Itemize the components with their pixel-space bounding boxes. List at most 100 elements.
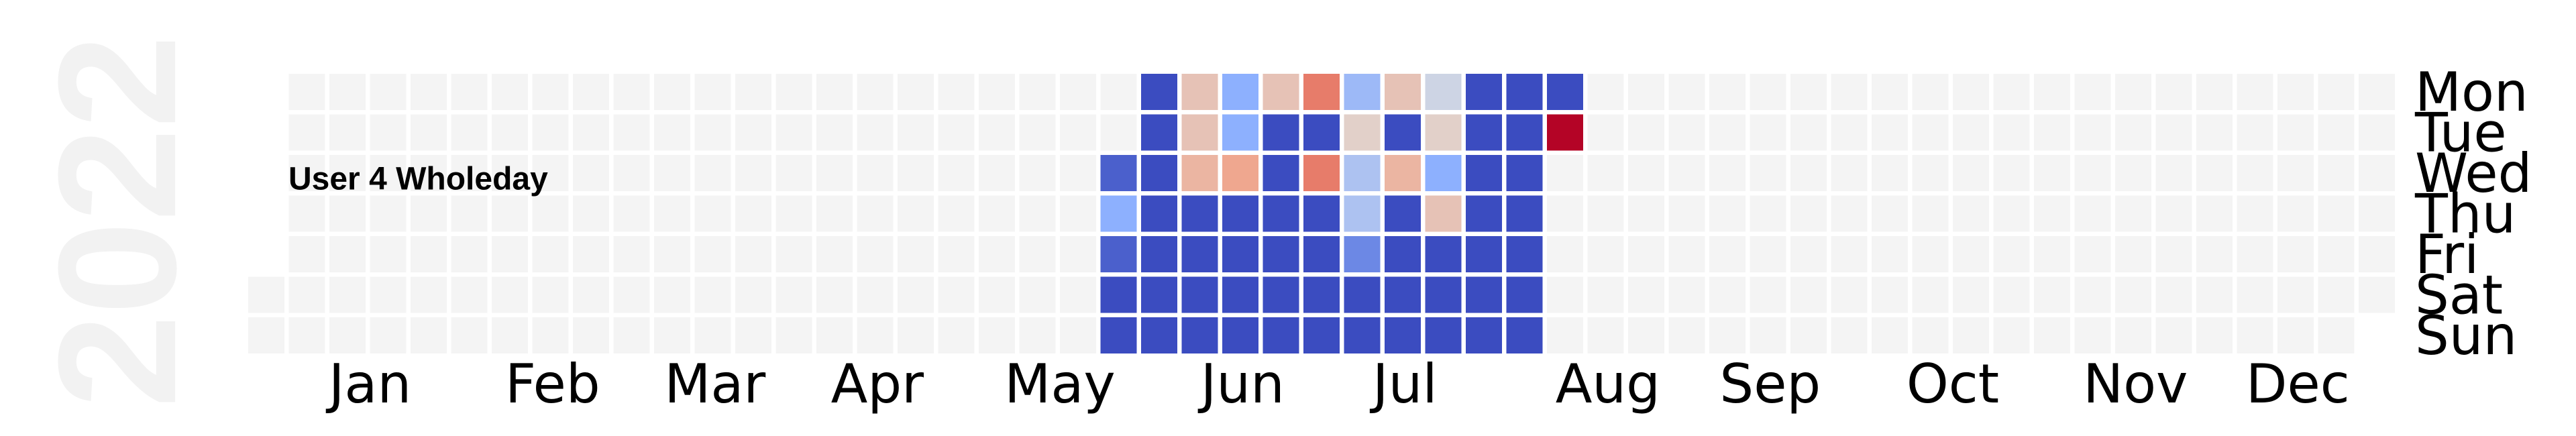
day-cell-empty bbox=[451, 276, 488, 313]
day-cell-empty bbox=[857, 155, 894, 191]
day-label-sat: Sat bbox=[2415, 264, 2503, 327]
day-cell-empty bbox=[1547, 155, 1583, 191]
day-cell-empty bbox=[1547, 276, 1583, 313]
day-cell-empty bbox=[532, 114, 569, 151]
day-cell-empty bbox=[735, 195, 771, 232]
day-cell-empty bbox=[2034, 114, 2070, 151]
day-cell-empty bbox=[288, 155, 325, 191]
day-label-mon: Mon bbox=[2415, 61, 2528, 123]
day-cell bbox=[1385, 236, 1421, 272]
day-cell-empty bbox=[288, 317, 325, 353]
day-cell-empty bbox=[938, 195, 975, 232]
day-cell bbox=[1385, 74, 1421, 110]
day-cell-empty bbox=[1912, 195, 1949, 232]
day-cell-empty bbox=[2196, 317, 2233, 353]
day-label-fri: Fri bbox=[2415, 223, 2479, 286]
day-cell bbox=[1141, 276, 1177, 313]
day-cell bbox=[1141, 236, 1177, 272]
day-cell-empty bbox=[411, 155, 447, 191]
day-cell-empty bbox=[2074, 195, 2111, 232]
day-cell-empty bbox=[2034, 195, 2070, 232]
day-cell-empty bbox=[1668, 195, 1705, 232]
month-label-mar: Mar bbox=[664, 353, 765, 415]
chart-title: User 4 Wholeday bbox=[288, 162, 548, 197]
day-cell bbox=[1506, 276, 1543, 313]
day-cell bbox=[1385, 195, 1421, 232]
heatmap-cells bbox=[248, 74, 2395, 353]
day-cell-empty bbox=[2237, 114, 2273, 151]
day-cell-empty bbox=[1872, 236, 1908, 272]
day-cell-empty bbox=[451, 236, 488, 272]
day-cell-empty bbox=[1993, 74, 2030, 110]
day-cell-empty bbox=[2115, 276, 2151, 313]
day-cell bbox=[1466, 155, 1502, 191]
day-cell bbox=[1100, 195, 1137, 232]
day-cell-empty bbox=[857, 236, 894, 272]
day-cell-empty bbox=[1709, 317, 1746, 353]
day-cell-empty bbox=[694, 317, 731, 353]
day-cell bbox=[1263, 317, 1299, 353]
day-cell-empty bbox=[2155, 114, 2192, 151]
day-cell-empty bbox=[1750, 155, 1786, 191]
day-cell-empty bbox=[1912, 317, 1949, 353]
day-cell-empty bbox=[1019, 195, 1056, 232]
day-cell-empty bbox=[1750, 114, 1786, 151]
day-cell-empty bbox=[329, 276, 366, 313]
day-cell-empty bbox=[816, 276, 853, 313]
day-cell-empty bbox=[2034, 236, 2070, 272]
day-cell bbox=[1385, 317, 1421, 353]
day-cell-empty bbox=[1831, 317, 1868, 353]
day-cell-empty bbox=[1709, 74, 1746, 110]
day-cell bbox=[1181, 155, 1218, 191]
day-cell bbox=[1263, 114, 1299, 151]
day-cell-empty bbox=[2277, 114, 2314, 151]
day-cell-empty bbox=[2237, 236, 2273, 272]
day-cell-empty bbox=[775, 276, 812, 313]
day-cell-empty bbox=[2359, 236, 2395, 272]
day-cell-empty bbox=[2115, 236, 2151, 272]
day-cell-empty bbox=[1953, 114, 1989, 151]
day-cell-empty bbox=[1872, 195, 1908, 232]
day-cell-empty bbox=[694, 195, 731, 232]
day-cell-empty bbox=[248, 317, 284, 353]
day-cell bbox=[1425, 317, 1462, 353]
day-cell-empty bbox=[654, 155, 690, 191]
day-cell-empty bbox=[2196, 74, 2233, 110]
day-cell bbox=[1425, 195, 1462, 232]
day-cell-empty bbox=[2359, 276, 2395, 313]
day-cell-empty bbox=[2359, 114, 2395, 151]
day-cell bbox=[1100, 236, 1137, 272]
day-cell-empty bbox=[1547, 236, 1583, 272]
day-cell bbox=[1303, 114, 1340, 151]
day-cell-empty bbox=[492, 276, 528, 313]
day-cell-empty bbox=[2155, 155, 2192, 191]
day-cell-empty bbox=[1587, 114, 1624, 151]
day-cell bbox=[1466, 276, 1502, 313]
day-cell bbox=[1141, 114, 1177, 151]
day-cell-empty bbox=[1019, 155, 1056, 191]
day-cell-empty bbox=[816, 195, 853, 232]
day-cell-empty bbox=[2196, 276, 2233, 313]
day-cell-empty bbox=[775, 195, 812, 232]
day-cell-empty bbox=[1668, 114, 1705, 151]
day-cell-empty bbox=[573, 114, 609, 151]
day-cell-empty bbox=[1993, 155, 2030, 191]
day-cell-empty bbox=[694, 114, 731, 151]
day-cell-empty bbox=[2237, 195, 2273, 232]
day-cell-empty bbox=[1709, 114, 1746, 151]
day-cell-empty bbox=[1668, 276, 1705, 313]
day-cell-empty bbox=[532, 155, 569, 191]
day-cell bbox=[1222, 317, 1258, 353]
day-cell bbox=[1344, 317, 1381, 353]
day-cell bbox=[1181, 195, 1218, 232]
month-label-apr: Apr bbox=[831, 353, 924, 415]
day-cell bbox=[1100, 276, 1137, 313]
day-cell-empty bbox=[411, 276, 447, 313]
day-cell-empty bbox=[857, 114, 894, 151]
day-cell-empty bbox=[492, 195, 528, 232]
day-cell-empty bbox=[816, 317, 853, 353]
day-cell-empty bbox=[2237, 155, 2273, 191]
day-cell-empty bbox=[2034, 317, 2070, 353]
day-cell-empty bbox=[735, 155, 771, 191]
